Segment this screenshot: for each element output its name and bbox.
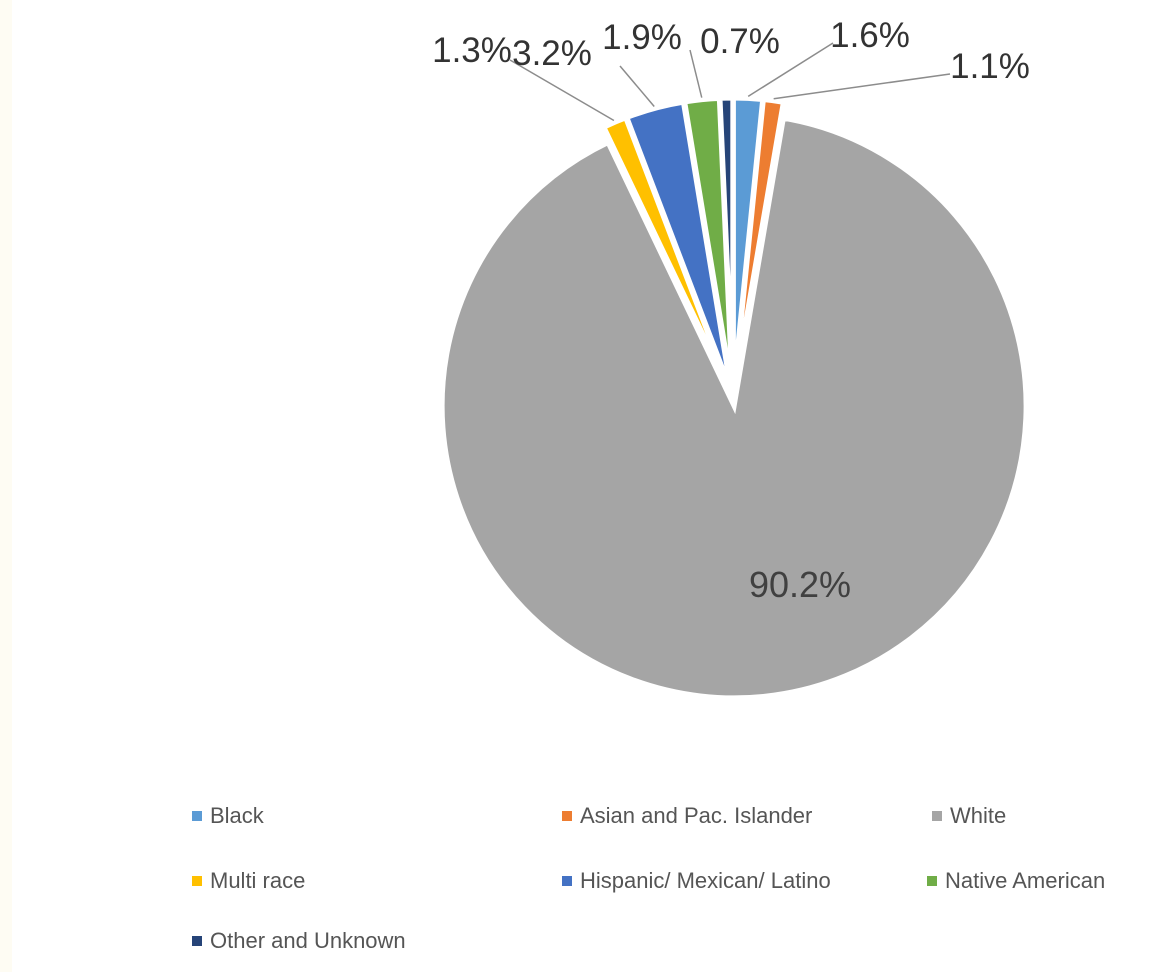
data-label: 90.2% xyxy=(749,564,851,605)
leader-line xyxy=(689,49,703,98)
legend-swatch xyxy=(932,811,942,821)
page-left-margin xyxy=(0,0,12,972)
data-label: 1.3% xyxy=(432,31,512,70)
data-label: 1.9% xyxy=(602,18,682,57)
legend-swatch xyxy=(192,811,202,821)
legend-item: Black xyxy=(192,803,264,829)
legend-label: Hispanic/ Mexican/ Latino xyxy=(580,868,831,893)
leader-line xyxy=(509,59,615,122)
data-label: 3.2% xyxy=(512,34,592,73)
legend-label: Other and Unknown xyxy=(210,928,406,953)
legend-swatch xyxy=(927,876,937,886)
legend-item: Other and Unknown xyxy=(192,928,406,954)
data-label: 1.6% xyxy=(830,16,910,55)
pie-slice-other-and-unknown xyxy=(717,95,736,391)
pie-slice-asian-and-pac-islander xyxy=(731,96,787,391)
legend-item: Asian and Pac. Islander xyxy=(562,803,812,829)
legend-label: Asian and Pac. Islander xyxy=(580,803,813,828)
legend-label: White xyxy=(950,803,1007,828)
data-labels: 1.6% 1.1% 90.2% 1.3% 3.2% 1.9% 0.7% xyxy=(432,16,1030,605)
legend-item: White xyxy=(932,803,1006,829)
legend-label: Multi race xyxy=(210,868,306,893)
data-label: 0.7% xyxy=(700,22,780,61)
legend-label: Black xyxy=(210,803,264,828)
pie-slices xyxy=(439,95,1029,701)
pie-slice-white xyxy=(439,115,1029,701)
legend-item: Native American xyxy=(927,868,1105,894)
legend-item: Hispanic/ Mexican/ Latino xyxy=(562,868,831,894)
leader-lines xyxy=(509,42,951,122)
legend-swatch xyxy=(562,876,572,886)
legend-swatch xyxy=(562,811,572,821)
data-label: 1.1% xyxy=(950,47,1030,86)
legend-swatch xyxy=(192,876,202,886)
legend-swatch xyxy=(192,936,202,946)
leader-line xyxy=(619,65,655,107)
legend-item: Multi race xyxy=(192,868,305,894)
leader-line xyxy=(773,73,951,100)
leader-line xyxy=(747,42,834,98)
legend-label: Native American xyxy=(945,868,1106,893)
